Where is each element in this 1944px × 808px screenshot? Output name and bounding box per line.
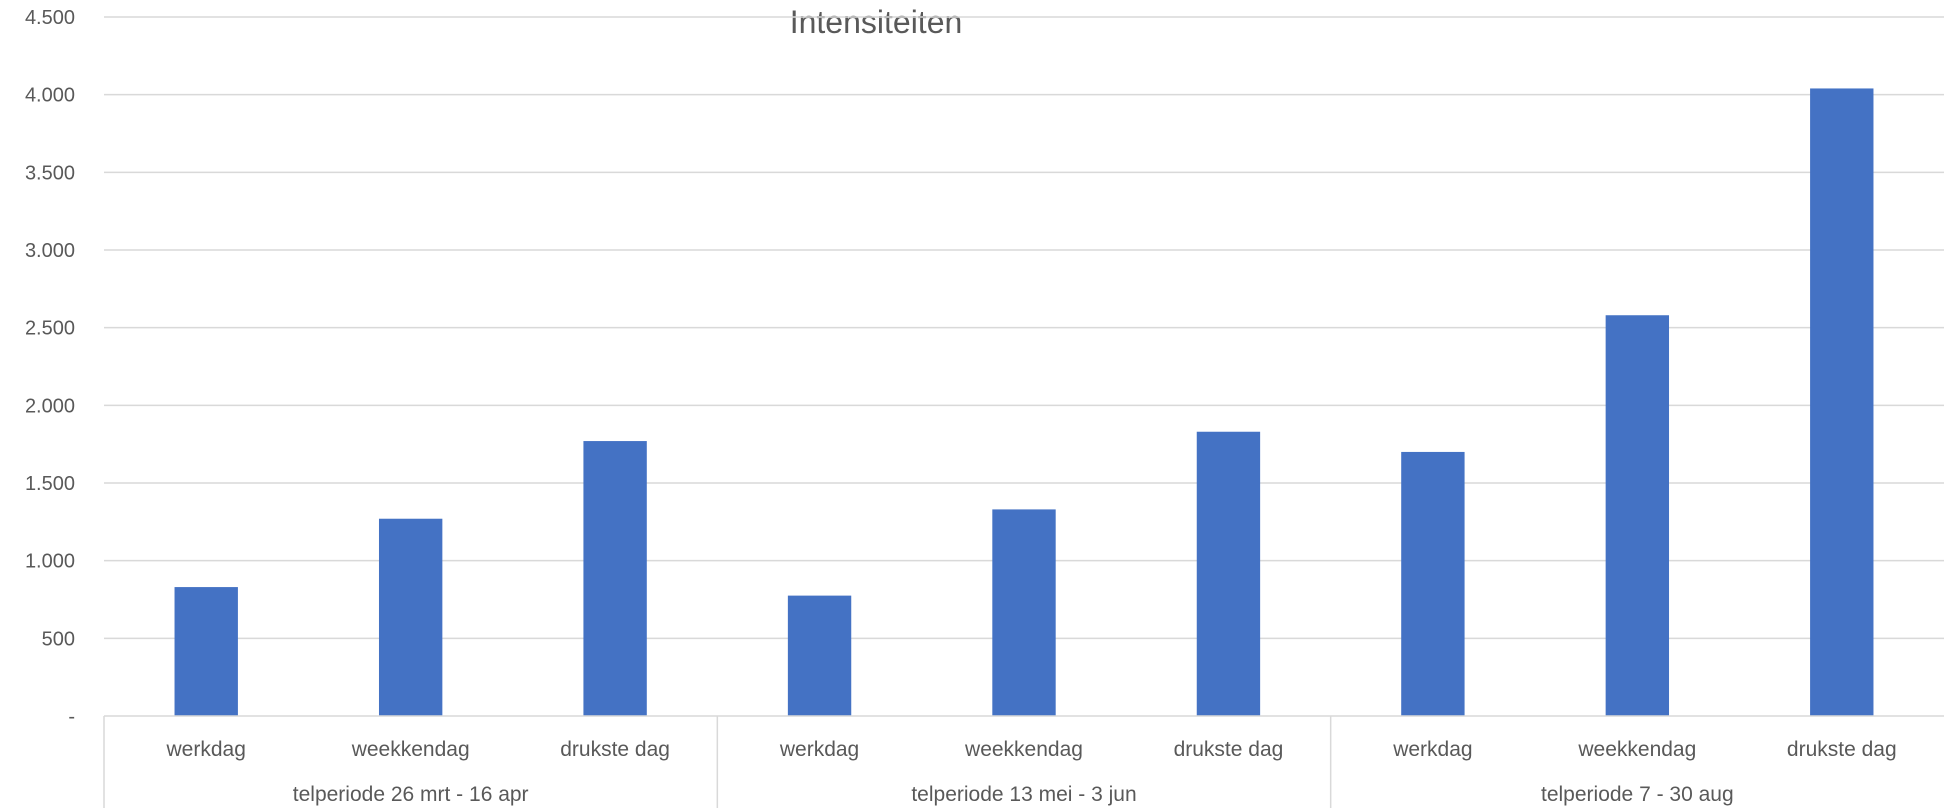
x-category-label: drukste dag (560, 738, 670, 761)
x-category-label: weekkendag (1577, 738, 1696, 761)
x-group-label: telperiode 7 - 30 aug (1541, 783, 1734, 806)
x-category-label: weekkendag (351, 738, 470, 761)
x-group-label: telperiode 13 mei - 3 jun (911, 783, 1136, 806)
y-tick-label: 2.000 (25, 395, 75, 417)
x-category-label: weekkendag (964, 738, 1083, 761)
y-tick-label: 2.500 (25, 318, 75, 340)
bars (174, 88, 1874, 717)
bar-drukste-dag (1810, 88, 1874, 717)
y-tick-label: 4.000 (25, 85, 75, 107)
y-tick-label: 3.500 (25, 162, 75, 184)
x-category-label: werkdag (166, 738, 246, 761)
y-tick-label: 500 (42, 628, 75, 650)
x-group-label: telperiode 26 mrt - 16 apr (293, 783, 529, 806)
y-tick-label: 1.500 (25, 473, 75, 495)
bar-werkdag (787, 595, 852, 716)
bar-weekkendag (378, 518, 443, 716)
bar-werkdag (1401, 451, 1465, 716)
x-category-label: werkdag (779, 738, 859, 761)
bar-drukste-dag (1196, 431, 1261, 716)
bar-weekkendag (1605, 315, 1670, 716)
y-tick-label: 3.000 (25, 240, 75, 262)
x-category-label: drukste dag (1787, 738, 1897, 761)
x-category-label: werkdag (1392, 738, 1472, 761)
x-category-label: drukste dag (1174, 738, 1284, 761)
chart-title: Intensiteiten (790, 4, 963, 40)
y-tick-label: 4.500 (25, 7, 75, 29)
y-tick-label: 1.000 (25, 551, 75, 573)
bar-drukste-dag (583, 441, 647, 716)
bar-werkdag (174, 587, 238, 716)
y-tick-label: - (68, 706, 75, 728)
y-axis-tick-labels: - 500 1.000 1.500 2.000 2.500 3.000 3.500 4.000 4… (25, 7, 75, 728)
bar-weekkendag (992, 509, 1056, 716)
x-axis: werkdag weekkendag drukste dag telperiode 2… (103, 715, 1944, 808)
